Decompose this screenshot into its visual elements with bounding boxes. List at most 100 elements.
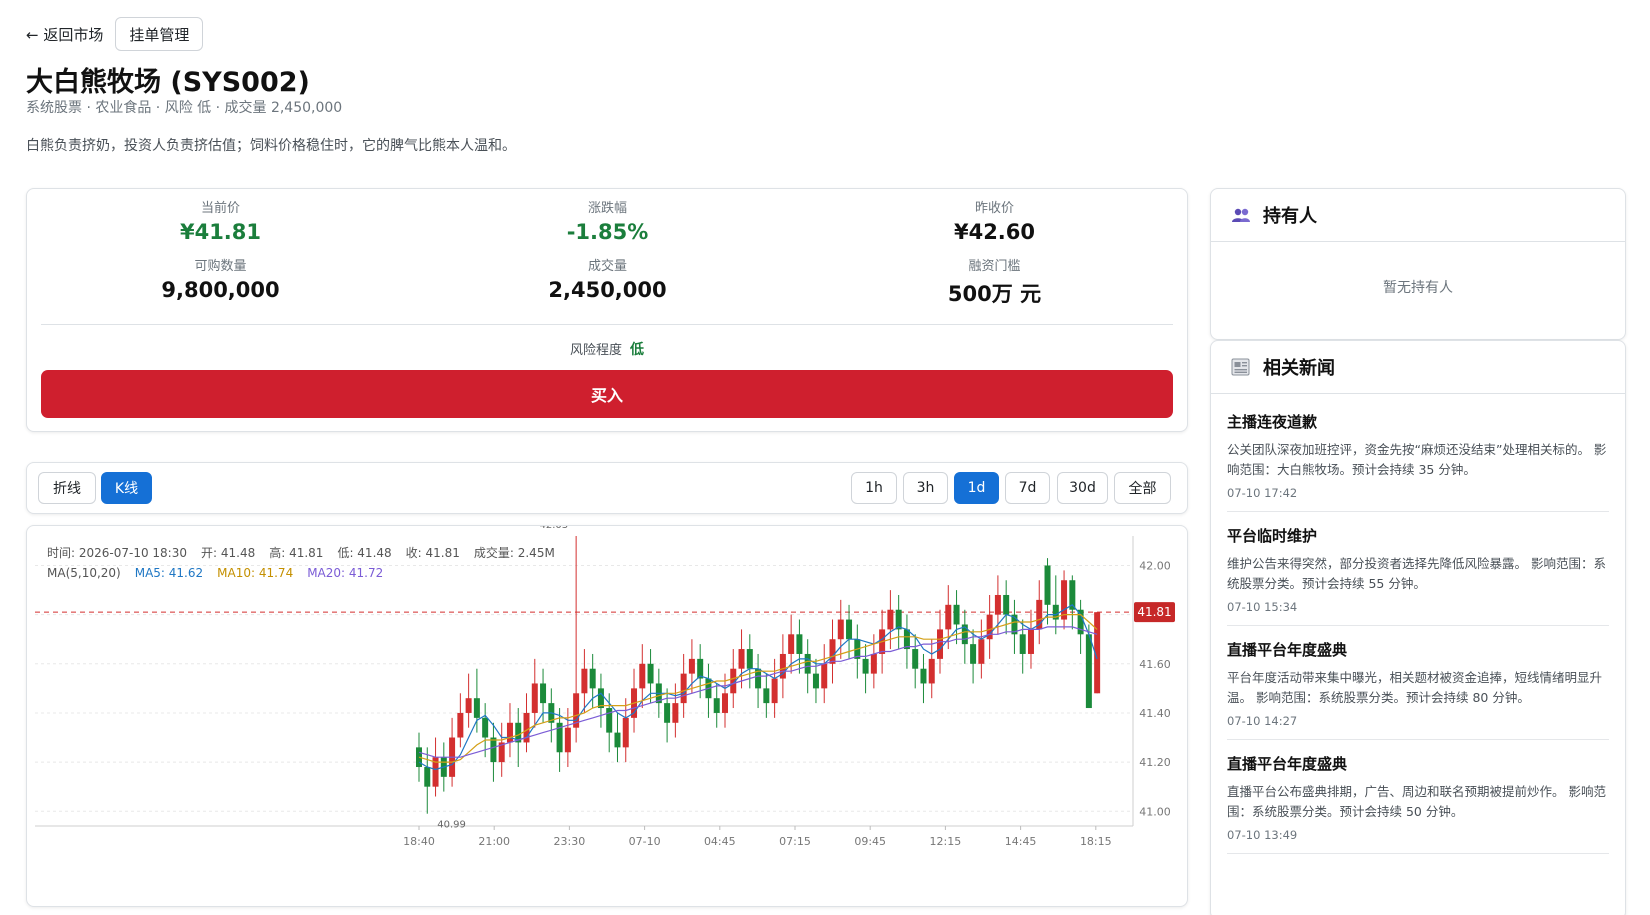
candle-body	[573, 693, 580, 728]
x-tick-label: 14:45	[1005, 835, 1037, 848]
y-tick-label: 42.00	[1139, 559, 1171, 572]
news-item-title: 直播平台年度盛典	[1227, 641, 1348, 659]
available-stat: 可购数量 9,800,000	[27, 255, 414, 302]
ma-label: MA(5,10,20)	[47, 566, 121, 580]
candle-body	[490, 737, 497, 763]
x-tick-label: 18:40	[403, 835, 435, 848]
candle-body	[697, 658, 704, 679]
candle-body	[564, 727, 571, 753]
kline-chart-toggle[interactable]: K线	[101, 472, 152, 504]
candle-body	[457, 712, 464, 738]
order-management-button[interactable]: 挂单管理	[115, 17, 204, 51]
candle-body	[1052, 604, 1059, 620]
news-item[interactable]: 直播平台年度盛典 直播平台公布盛典排期，广告、周边和联名预期被提前炒作。 影响范…	[1227, 753, 1609, 854]
candle-body	[1044, 565, 1051, 605]
margin-stat: 融资门槛 500万 元	[801, 255, 1188, 308]
candle-body	[763, 688, 770, 704]
news-item-body: 维护公告来得突然，部分投资者选择先降低风险暴露。 影响范围：系统股票分类。预计会…	[1227, 556, 1606, 591]
back-to-market-link[interactable]: ← 返回市场	[26, 25, 104, 44]
candle-body	[1094, 612, 1101, 694]
x-tick-label: 23:30	[554, 835, 586, 848]
buy-button[interactable]: 买入	[41, 370, 1173, 418]
ma10-value: MA10: 41.74	[217, 566, 294, 580]
candle-body	[953, 604, 960, 625]
candle-body	[870, 653, 877, 674]
holders-title: 持有人	[1263, 206, 1317, 227]
candle-body	[424, 767, 431, 787]
stock-description: 白熊负责挤奶，投资人负责挤估值；饲料价格稳住时，它的脾气比熊本人温和。	[26, 138, 516, 154]
current-price-label: 当前价	[200, 201, 240, 216]
candle-body	[1069, 580, 1076, 610]
candle-body	[978, 639, 985, 664]
news-item-time: 07-10 15:34	[1227, 600, 1298, 614]
change-value: -1.85%	[566, 220, 649, 244]
range-1h-button[interactable]: 1h	[851, 472, 897, 504]
candle-body	[1085, 634, 1092, 709]
candle-body	[730, 668, 737, 694]
min-price-label: 40.99	[437, 820, 466, 831]
news-item[interactable]: 平台临时维护 维护公告来得突然，部分投资者选择先降低风险暴露。 影响范围：系统股…	[1227, 525, 1609, 626]
holders-card: 持有人 暂无持有人	[1210, 188, 1626, 340]
stock-title: 大白熊牧场 (SYS002)	[26, 67, 310, 98]
candle-body	[672, 703, 679, 723]
last-price-tag-label: 41.81	[1137, 605, 1171, 619]
candle-body	[515, 722, 522, 743]
margin-value: 500万 元	[947, 282, 1042, 306]
candle-body	[713, 698, 720, 713]
candle-body	[994, 594, 1001, 615]
candle-body	[970, 644, 977, 664]
kline-chart[interactable]: 41.0041.2041.4041.6041.8042.0018:4021:00…	[27, 526, 1188, 907]
candle-body	[986, 614, 993, 640]
x-tick-label: 07:15	[779, 835, 811, 848]
news-item[interactable]: 直播平台年度盛典 平台年度活动带来集中曝光，相关题材被资金追捧，短线情绪明显升温…	[1227, 639, 1609, 740]
candle-body	[473, 698, 480, 718]
range-1d-button[interactable]: 1d	[954, 472, 999, 504]
range-7d-button[interactable]: 7d	[1005, 472, 1050, 504]
news-item[interactable]: 主播连夜道歉 公关团队深夜加班控评，资金先按“麻烦还没结束”处理相关标的。 影响…	[1227, 411, 1609, 512]
chart-toolbar: 折线 K线 1h 3h 1d 7d 30d 全部	[26, 462, 1188, 514]
candle-body	[721, 693, 728, 713]
news-item-body: 公关团队深夜加班控评，资金先按“麻烦还没结束”处理相关标的。 影响范围：大白熊牧…	[1227, 442, 1607, 477]
range-30d-button[interactable]: 30d	[1057, 472, 1108, 504]
candle-body	[779, 653, 786, 679]
newspaper-icon	[1231, 358, 1250, 376]
news-item-time: 07-10 17:42	[1227, 486, 1298, 500]
candle-body	[540, 683, 547, 704]
x-tick-label: 12:15	[930, 835, 962, 848]
last-price-tag	[1134, 602, 1175, 623]
info-close: 收: 41.81	[405, 546, 460, 560]
candle-body	[647, 663, 654, 684]
candle-body	[1019, 634, 1026, 654]
holders-empty-text: 暂无持有人	[1383, 280, 1453, 296]
candle-body	[846, 619, 853, 640]
available-label: 可购数量	[194, 259, 247, 274]
news-item-title: 直播平台年度盛典	[1227, 755, 1348, 773]
candle-body	[928, 658, 935, 684]
line-chart-toggle[interactable]: 折线	[38, 472, 96, 504]
ma20-line	[418, 626, 1098, 758]
candle-body	[945, 604, 952, 630]
candle-body	[788, 634, 795, 654]
news-item-time: 07-10 13:49	[1227, 828, 1298, 842]
candle-body	[416, 747, 422, 768]
news-item-body: 平台年度活动带来集中曝光，相关题材被资金追捧，短线情绪明显升温。 影响范围：系统…	[1227, 670, 1603, 705]
info-low: 低: 41.48	[337, 546, 392, 560]
kline-chart-card: 41.0041.2041.4041.6041.8042.0018:4021:00…	[26, 525, 1188, 907]
x-tick-label: 04:45	[704, 835, 736, 848]
candle-body	[738, 649, 745, 669]
volume-label: 成交量	[587, 259, 627, 274]
candle-body	[639, 663, 646, 689]
candle-body	[581, 668, 588, 694]
candle-body	[821, 663, 828, 689]
news-list: 主播连夜道歉 公关团队深夜加班控评，资金先按“麻烦还没结束”处理相关标的。 影响…	[1227, 411, 1609, 867]
candle-body	[589, 668, 596, 689]
holders-header: 持有人	[1211, 189, 1625, 242]
range-3h-button[interactable]: 3h	[903, 472, 948, 504]
candle-body	[688, 658, 695, 674]
candle-body	[895, 609, 902, 630]
candle-body	[1061, 580, 1068, 620]
candle-body	[531, 683, 538, 713]
candle-body	[804, 653, 811, 674]
range-all-button[interactable]: 全部	[1114, 472, 1171, 504]
candle-body	[523, 712, 530, 743]
